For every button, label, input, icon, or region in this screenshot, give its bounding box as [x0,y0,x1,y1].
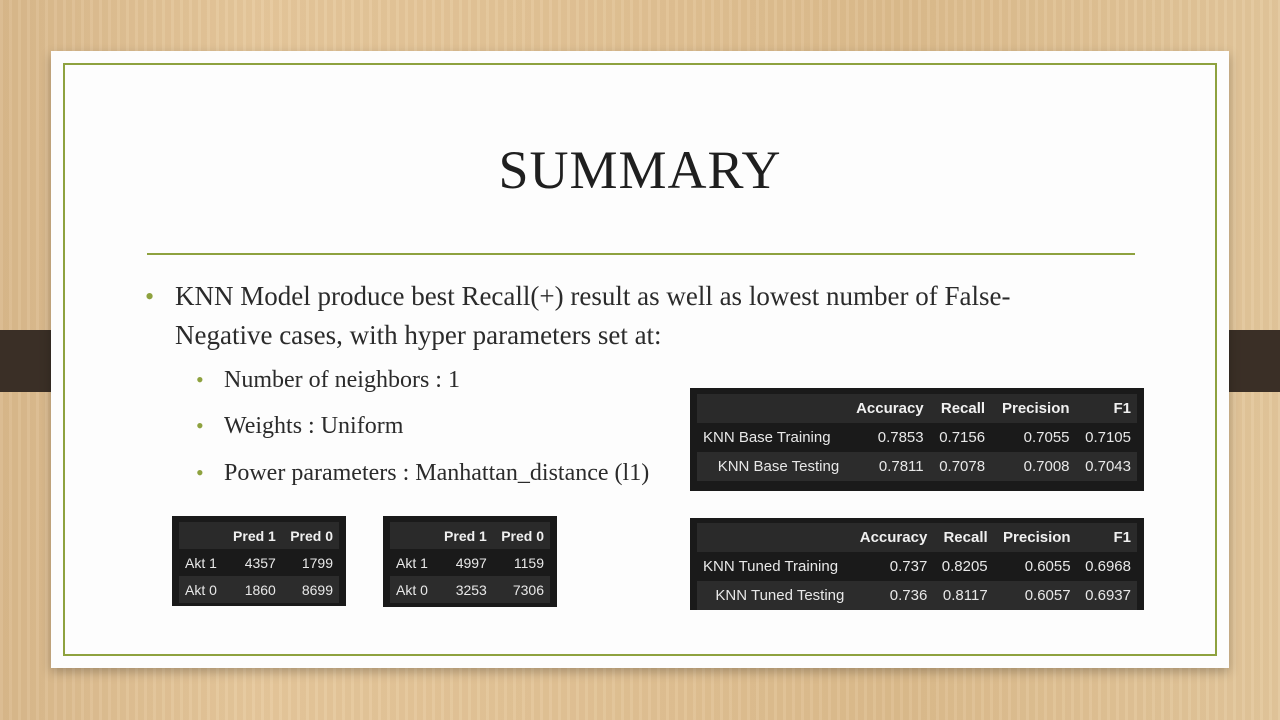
table-cell: 3253 [455,581,487,598]
bullet-dot-icon: • [196,460,204,485]
row-label: Akt 0 [396,581,428,598]
table-cell: 0.8205 [941,558,988,575]
title-divider [147,253,1135,255]
table-row: KNN Tuned Testing 0.736 0.8117 0.6057 0.… [697,581,1137,610]
table-cell: 0.7811 [878,458,924,475]
confusion-matrix-1: Pred 1 Pred 0 Akt 1 4357 1799 Akt 0 1860… [172,516,346,606]
table-cell: 1799 [301,554,333,571]
table-header-cell: Precision [1001,400,1070,417]
row-label: Akt 1 [396,554,428,571]
table-header-row: Pred 1 Pred 0 [390,522,550,549]
table-cell: 0.6055 [1024,558,1071,575]
row-label: Akt 1 [185,554,217,571]
sub-bullet: • Power parameters : Manhattan_distance … [196,457,650,489]
row-label: KNN Tuned Testing [715,587,845,604]
table-header-cell: Accuracy [856,400,924,417]
table-row: Akt 0 1860 8699 [179,576,339,603]
table-header-cell: Precision [1003,529,1071,546]
table-cell: 0.7105 [1085,429,1131,446]
table-row: Akt 1 4357 1799 [179,549,339,576]
table-header-cell [697,394,845,423]
slide-frame [63,63,1217,656]
table-cell: 0.7055 [1023,429,1070,446]
table-cell: 0.6968 [1085,558,1131,575]
slide: SUMMARY • KNN Model produce best Recall(… [51,51,1229,668]
sub-bullet-text: Power parameters : Manhattan_distance (l… [224,460,650,486]
base-metrics-table: Accuracy Recall Precision F1 KNN Base Tr… [690,388,1144,491]
row-label: KNN Base Training [703,429,831,446]
table-row: KNN Base Training 0.7853 0.7156 0.7055 0… [697,423,1137,452]
table-cell: 0.736 [889,587,928,604]
slide-title: SUMMARY [498,140,782,200]
table-cell: 0.7156 [939,429,986,446]
bullet-dot-icon: • [196,367,204,392]
table-header-cell: Accuracy [859,529,928,546]
table-cell: 0.8117 [942,587,988,604]
table-header-cell: Pred 0 [501,527,544,544]
sub-bullet: • Weights : Uniform [196,410,404,442]
table-cell: 7306 [512,581,544,598]
sub-bullet-text: Weights : Uniform [224,413,404,439]
table-header-row: Accuracy Recall Precision F1 [697,394,1137,423]
main-bullet-text: KNN Model produce best Recall(+) result … [175,281,1011,350]
row-label: KNN Base Testing [717,458,840,475]
table-cell: 0.6937 [1085,587,1131,604]
table-header-cell: Pred 1 [233,527,276,544]
table-cell: 0.7008 [1023,458,1070,475]
table-cell: 8699 [301,581,333,598]
table-header-cell: Pred 1 [444,527,487,544]
table-cell: 0.7043 [1085,458,1131,475]
main-bullet: • KNN Model produce best Recall(+) resul… [145,277,1095,355]
table-cell: 0.6057 [1024,587,1071,604]
confusion-matrix-2: Pred 1 Pred 0 Akt 1 4997 1159 Akt 0 3253… [383,516,557,607]
table-row: Akt 0 3253 7306 [390,576,550,603]
sub-bullet-text: Number of neighbors : 1 [224,367,460,393]
table-header-cell: Pred 0 [290,527,333,544]
row-label: KNN Tuned Training [703,558,839,575]
table-cell: 1159 [513,554,544,571]
table-header-cell [179,522,225,549]
table-cell: 1860 [244,581,276,598]
table-cell: 0.7853 [877,429,924,446]
table-header-cell: F1 [1113,529,1131,546]
table-row: Akt 1 4997 1159 [390,549,550,576]
sub-bullet: • Number of neighbors : 1 [196,364,460,396]
table-header-cell: Recall [940,400,986,417]
table-row: KNN Tuned Training 0.737 0.8205 0.6055 0… [697,552,1137,581]
table-header-cell [390,522,436,549]
bullet-dot-icon: • [145,282,155,311]
table-header-row: Accuracy Recall Precision F1 [697,523,1137,552]
table-cell: 0.737 [889,558,928,575]
table-cell: 4997 [455,554,487,571]
table-header-row: Pred 1 Pred 0 [179,522,339,549]
table-cell: 0.7078 [939,458,986,475]
row-label: Akt 0 [185,581,217,598]
table-row: KNN Base Testing 0.7811 0.7078 0.7008 0.… [697,452,1137,481]
bullet-dot-icon: • [196,413,204,438]
table-cell: 4357 [244,554,276,571]
table-header-cell: Recall [943,529,988,546]
table-header-cell: F1 [1113,400,1131,417]
tuned-metrics-table: Accuracy Recall Precision F1 KNN Tuned T… [690,518,1144,610]
table-header-cell [697,523,850,552]
